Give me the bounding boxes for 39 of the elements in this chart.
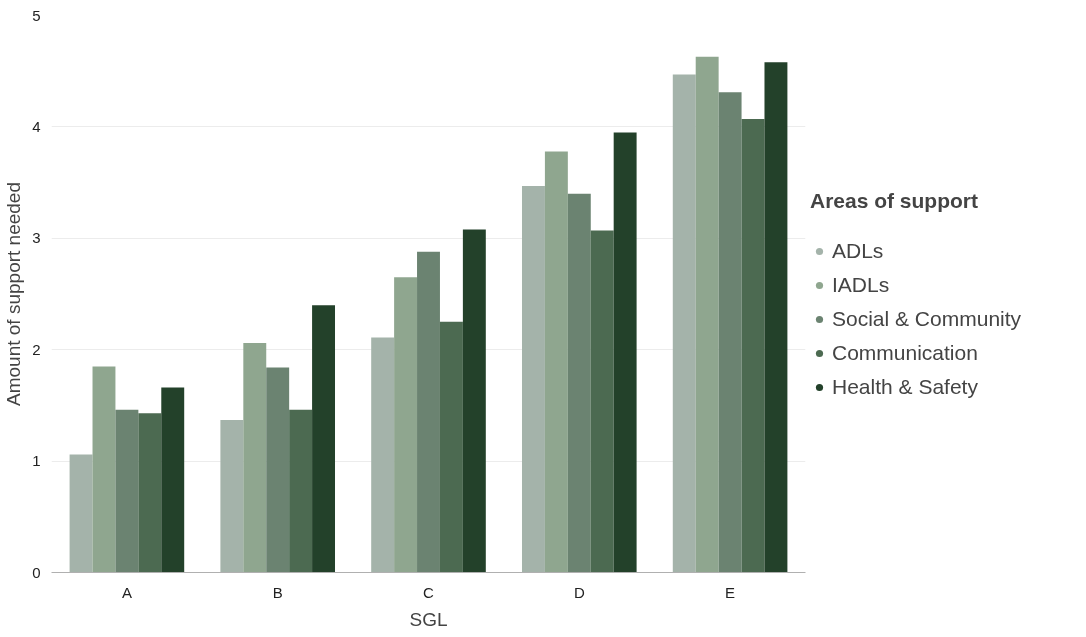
- legend-label: ADLs: [832, 238, 884, 263]
- bar: [613, 132, 637, 573]
- bar: [312, 305, 335, 573]
- bar: [289, 409, 313, 573]
- legend-label: Health & Safety: [832, 374, 978, 399]
- bar: [243, 343, 267, 573]
- bar: [161, 387, 185, 573]
- legend-label: Social & Community: [832, 306, 1022, 331]
- bar: [115, 409, 139, 573]
- x-tick-label: B: [272, 583, 283, 601]
- x-tick-label: E: [725, 583, 736, 601]
- x-tick-label: A: [121, 583, 132, 601]
- legend-title: Areas of support: [810, 188, 980, 213]
- x-tick-label: D: [573, 583, 585, 601]
- bar: [439, 321, 463, 573]
- y-tick-label: 4: [32, 117, 41, 135]
- y-tick-label: 2: [32, 340, 41, 358]
- bar: [417, 251, 440, 573]
- y-axis-title: Amount of support needed: [3, 182, 25, 406]
- legend-label: IADLs: [832, 272, 890, 297]
- legend-label: Communication: [832, 340, 978, 365]
- bar: [394, 277, 418, 573]
- bar: [92, 366, 116, 573]
- bar: [138, 413, 162, 573]
- y-tick-label: 0: [32, 563, 41, 581]
- x-tick-label: C: [423, 583, 435, 601]
- y-tick-label: 5: [32, 6, 41, 24]
- bar: [718, 92, 742, 573]
- bar: [590, 230, 614, 573]
- bar: [544, 151, 568, 573]
- bar: [462, 229, 486, 573]
- bar: [764, 62, 788, 573]
- bar: [695, 56, 719, 573]
- bar: [266, 367, 290, 573]
- x-axis-title: SGL: [409, 608, 448, 630]
- y-tick-label: 3: [32, 229, 41, 247]
- bar: [741, 119, 765, 573]
- y-tick-label: 1: [32, 452, 41, 470]
- bar: [567, 193, 591, 573]
